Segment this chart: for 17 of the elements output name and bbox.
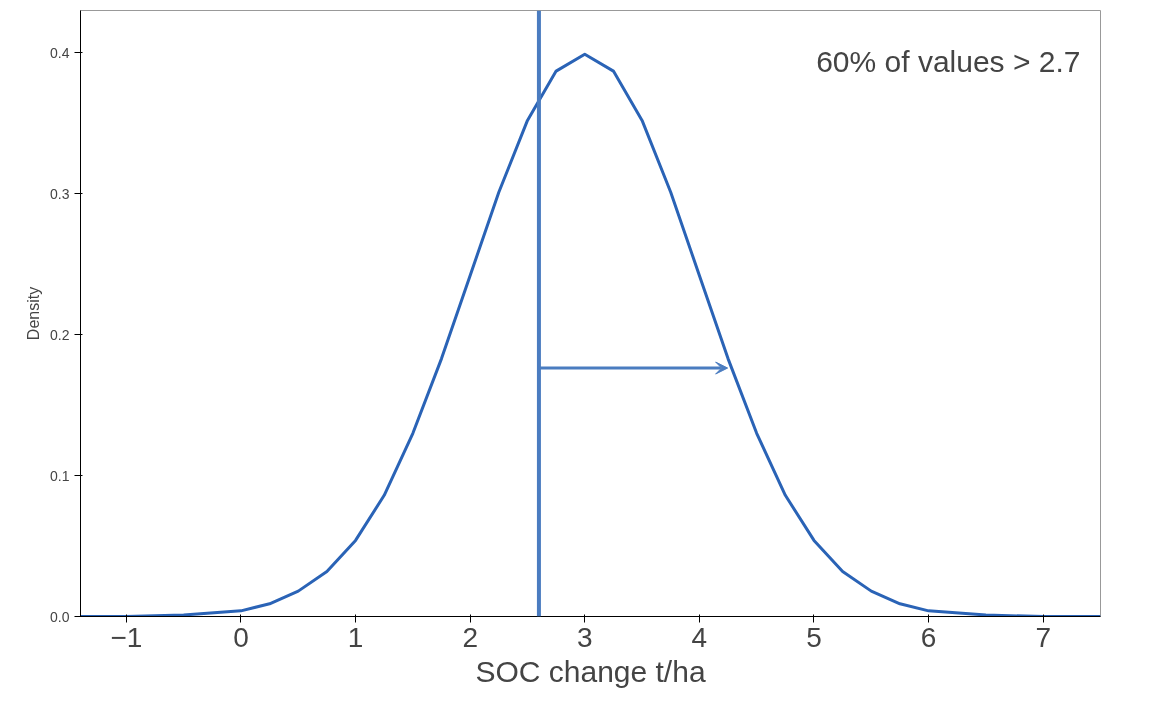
x-tick-label: 0 [233,621,249,653]
x-axis-title: SOC change t/ha [475,654,706,688]
x-tick-label: 1 [347,621,364,653]
y-tick-label: 0.1 [50,467,70,484]
y-tick-label: 0.2 [50,326,70,343]
x-tick-label: 4 [691,621,708,653]
y-tick-label: 0.3 [50,185,70,202]
x-tick-label: 5 [806,621,822,653]
x-tick-label: −1 [110,621,143,653]
y-axis-title: Density [25,286,43,341]
x-tick-label: 2 [462,621,478,653]
y-tick-label: 0.4 [50,44,70,61]
x-tick-label: 3 [576,621,593,653]
annotation: 60% of values > 2.7 [816,45,1081,78]
x-tick-label: 7 [1035,621,1051,653]
x-tick-label: 6 [920,621,937,653]
y-tick-label: 0.0 [50,608,70,625]
